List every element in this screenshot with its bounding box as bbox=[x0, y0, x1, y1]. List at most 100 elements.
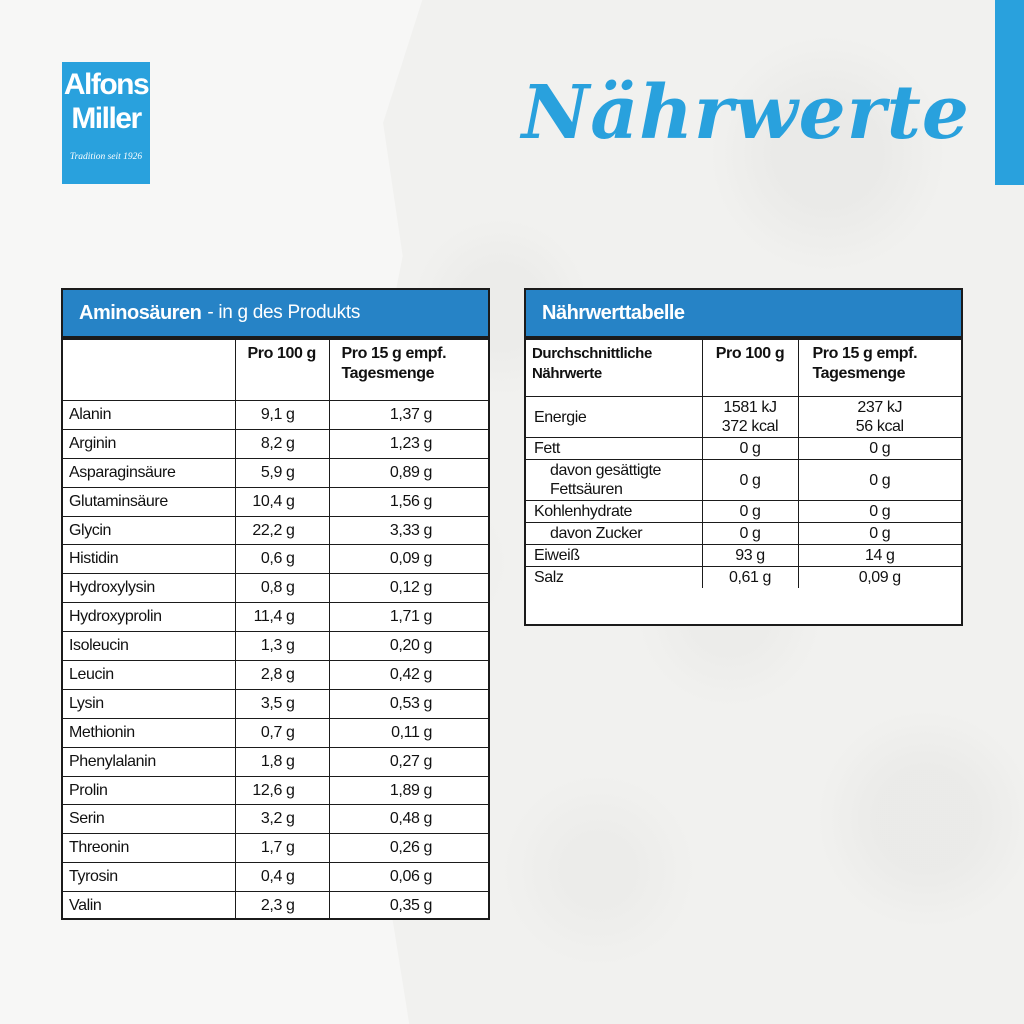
table-row: Asparaginsäure 5,9 g 0,89 g bbox=[63, 457, 488, 488]
logo-line-1: Alfons bbox=[63, 68, 150, 101]
nutrition-per-100-cell: 0 g bbox=[701, 500, 799, 523]
amino-per-15-cell: 1,56 g bbox=[328, 486, 488, 517]
amino-name-cell: Lysin bbox=[63, 688, 236, 719]
amino-per-100-cell: 1,7 g bbox=[234, 833, 330, 864]
table-row: Prolin 12,6 g 1,89 g bbox=[63, 775, 488, 806]
nutrition-per-100-cell: 0,61 g bbox=[701, 566, 799, 588]
table-row: Hydroxylysin 0,8 g 0,12 g bbox=[63, 573, 488, 604]
nutrition-per-15-cell: 0 g bbox=[797, 459, 961, 501]
nutrition-col-name: Durchschnittliche Nährwerte bbox=[526, 340, 703, 397]
amino-per-15-cell: 1,71 g bbox=[328, 602, 488, 633]
nutrition-per-100-cell: 93 g bbox=[701, 544, 799, 567]
amino-name-cell: Tyrosin bbox=[63, 862, 236, 893]
amino-per-15-cell: 0,09 g bbox=[328, 544, 488, 575]
amino-header-row: Pro 100 g Pro 15 g empf. Tagesmenge bbox=[63, 340, 488, 401]
amino-per-100-cell: 9,1 g bbox=[234, 400, 330, 430]
nutrition-name-cell: Eiweiß bbox=[526, 544, 703, 567]
nutrition-per-15-cell: 0 g bbox=[797, 437, 961, 460]
nutrition-per-100-cell: 0 g bbox=[701, 437, 799, 460]
amino-col-name bbox=[63, 340, 236, 401]
amino-per-15-cell: 0,89 g bbox=[328, 457, 488, 488]
amino-per-15-cell: 1,23 g bbox=[328, 428, 488, 459]
amino-name-cell: Asparaginsäure bbox=[63, 457, 236, 488]
nutrition-per-15-cell: 14 g bbox=[797, 544, 961, 567]
table-row: Phenylalanin 1,8 g 0,27 g bbox=[63, 746, 488, 777]
table-row: Eiweiß 93 g 14 g bbox=[526, 544, 961, 567]
amino-per-15-cell: 0,53 g bbox=[328, 688, 488, 719]
logo-line-2: Miller bbox=[71, 102, 142, 135]
amino-per-100-cell: 8,2 g bbox=[234, 428, 330, 459]
amino-per-100-cell: 1,3 g bbox=[234, 631, 330, 662]
table-row: Arginin 8,2 g 1,23 g bbox=[63, 428, 488, 459]
amino-per-100-cell: 1,8 g bbox=[234, 746, 330, 777]
nutrition-per-100-cell: 0 g bbox=[701, 459, 799, 501]
amino-name-cell: Glycin bbox=[63, 515, 236, 546]
amino-per-15-cell: 0,11 g bbox=[328, 717, 488, 748]
nutrition-table: Durchschnittliche Nährwerte Pro 100 g Pr… bbox=[526, 340, 961, 588]
amino-per-100-cell: 2,8 g bbox=[234, 660, 330, 690]
nutrition-col-100: Pro 100 g bbox=[701, 340, 799, 397]
amino-per-15-cell: 1,89 g bbox=[328, 775, 488, 806]
nutrition-per-15-cell: 0 g bbox=[797, 522, 961, 545]
amino-per-15-cell: 1,37 g bbox=[328, 400, 488, 430]
amino-name-cell: Valin bbox=[63, 891, 236, 921]
nutrition-panel-title: Nährwerttabelle bbox=[542, 301, 685, 324]
table-row: Salz 0,61 g 0,09 g bbox=[526, 566, 961, 588]
amino-per-100-cell: 2,3 g bbox=[234, 891, 330, 921]
amino-col-100: Pro 100 g bbox=[234, 340, 330, 401]
nutrition-per-100-cell: 1581 kJ 372 kcal bbox=[701, 396, 799, 438]
amino-per-100-cell: 0,6 g bbox=[234, 544, 330, 575]
amino-per-15-cell: 3,33 g bbox=[328, 515, 488, 546]
table-row: Tyrosin 0,4 g 0,06 g bbox=[63, 862, 488, 893]
nutrition-col-15: Pro 15 g empf. Tagesmenge bbox=[797, 340, 961, 397]
amino-per-15-cell: 0,42 g bbox=[328, 660, 488, 690]
amino-per-15-cell: 0,20 g bbox=[328, 631, 488, 662]
amino-per-100-cell: 0,7 g bbox=[234, 717, 330, 748]
amino-name-cell: Glutaminsäure bbox=[63, 486, 236, 517]
amino-name-cell: Serin bbox=[63, 804, 236, 835]
amino-per-100-cell: 10,4 g bbox=[234, 486, 330, 517]
nutrition-name-cell: Salz bbox=[526, 566, 703, 588]
amino-name-cell: Hydroxylysin bbox=[63, 573, 236, 604]
amino-per-15-cell: 0,06 g bbox=[328, 862, 488, 893]
logo-tagline: Tradition seit 1926 bbox=[69, 152, 143, 162]
amino-name-cell: Methionin bbox=[63, 717, 236, 748]
table-row: Histidin 0,6 g 0,09 g bbox=[63, 544, 488, 575]
nutrition-name-cell: davon gesättigte Fettsäuren bbox=[526, 459, 703, 501]
amino-name-cell: Arginin bbox=[63, 428, 236, 459]
amino-per-100-cell: 3,2 g bbox=[234, 804, 330, 835]
table-row: Valin 2,3 g 0,35 g bbox=[63, 891, 488, 921]
table-row: Isoleucin 1,3 g 0,20 g bbox=[63, 631, 488, 662]
nutrition-name-cell: davon Zucker bbox=[526, 522, 703, 545]
amino-per-15-cell: 0,35 g bbox=[328, 891, 488, 921]
amino-name-cell: Alanin bbox=[63, 400, 236, 430]
table-row: Hydroxyprolin 11,4 g 1,71 g bbox=[63, 602, 488, 633]
amino-per-100-cell: 12,6 g bbox=[234, 775, 330, 806]
table-row: Energie 1581 kJ 372 kcal 237 kJ 56 kcal bbox=[526, 396, 961, 438]
amino-acid-panel: Aminosäuren - in g des Produkts Pro 100 … bbox=[61, 288, 490, 921]
amino-per-100-cell: 11,4 g bbox=[234, 602, 330, 633]
nutrition-per-15-cell: 0 g bbox=[797, 500, 961, 523]
table-row: Lysin 3,5 g 0,53 g bbox=[63, 688, 488, 719]
amino-acid-table: Pro 100 g Pro 15 g empf. Tagesmenge Alan… bbox=[63, 340, 488, 921]
amino-col-15: Pro 15 g empf. Tagesmenge bbox=[328, 340, 488, 401]
table-row: Methionin 0,7 g 0,11 g bbox=[63, 717, 488, 748]
nutrition-name-cell: Fett bbox=[526, 437, 703, 460]
table-row: Glutaminsäure 10,4 g 1,56 g bbox=[63, 486, 488, 517]
nutrition-panel-header: Nährwerttabelle bbox=[526, 290, 961, 340]
table-row: Threonin 1,7 g 0,26 g bbox=[63, 833, 488, 864]
amino-name-cell: Isoleucin bbox=[63, 631, 236, 662]
table-row: Leucin 2,8 g 0,42 g bbox=[63, 660, 488, 690]
amino-name-cell: Hydroxyprolin bbox=[63, 602, 236, 633]
amino-per-15-cell: 0,26 g bbox=[328, 833, 488, 864]
brand-logo: Alfons Miller Tradition seit 1926 bbox=[62, 62, 150, 184]
nutrition-per-15-cell: 0,09 g bbox=[797, 566, 961, 588]
accent-bar bbox=[995, 0, 1024, 185]
amino-per-100-cell: 0,8 g bbox=[234, 573, 330, 604]
amino-name-cell: Phenylalanin bbox=[63, 746, 236, 777]
amino-per-15-cell: 0,12 g bbox=[328, 573, 488, 604]
nutrition-panel: Nährwerttabelle Durchschnittliche Nährwe… bbox=[524, 288, 963, 626]
amino-panel-subtitle: - in g des Produkts bbox=[207, 302, 361, 323]
